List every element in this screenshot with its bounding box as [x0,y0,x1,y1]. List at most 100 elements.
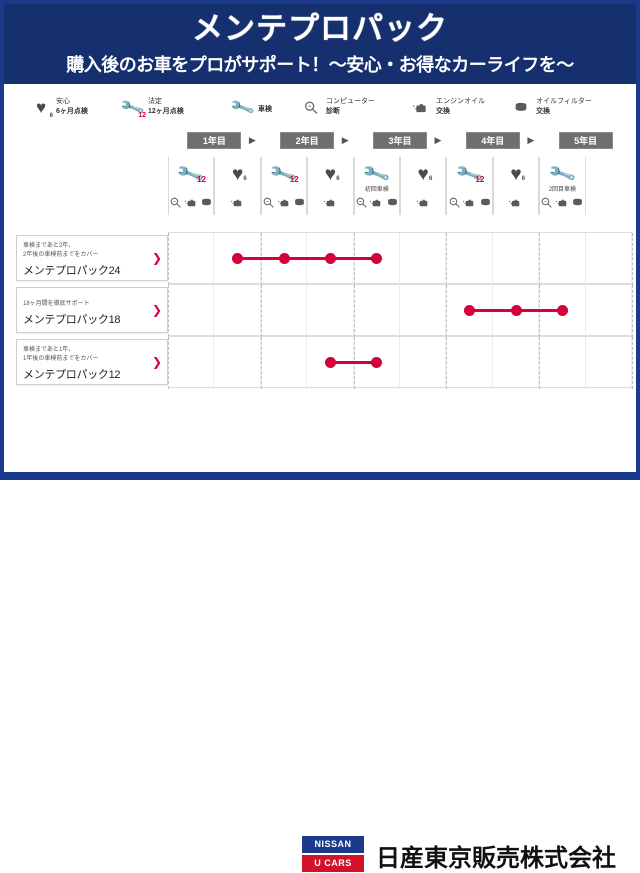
grid-cell [493,233,540,285]
year-divider [353,285,355,337]
schedule-badge: 12 [197,175,206,184]
magnifier-icon [540,193,553,211]
year-divider [168,285,169,337]
schedule-main-icon-wrap: ♥ 6 [308,157,352,191]
schedule-sub-icons [401,191,445,213]
schedule-sub-icons [355,191,399,213]
legend-label-line2: 車検 [258,105,272,113]
service-schedule-icons: 🔧 12 ♥ 6 🔧 12 ♥ 6 🔧 初回車検 ♥ 6 🔧 12 ♥ 6 🔧 2回目車検 [168,157,632,215]
legend-label: 車検 [256,100,272,115]
legend-label-line2: 12ヶ月点検 [148,108,184,115]
legend-item-5: エンジンオイル 交換 [408,90,485,124]
plan-rows: 車検まであと2年、 2年後の車検前までをカバー メンテプロパック24 ❯ 18ヶ月間を徹… [8,232,633,402]
legend-label-line2: 交換 [436,108,450,115]
year-divider [632,285,633,337]
plan-name: メンテプロパック18 [23,314,121,326]
year-divider [260,337,262,389]
coverage-dot [371,357,383,368]
legend-label: 安心 6ヶ月点検 [54,97,88,117]
grid-cell [354,337,400,389]
grid-cell [214,285,261,337]
schedule-badge: 12 [289,175,299,184]
magnifier-icon-wrap [298,92,324,122]
schedule-main-icon-wrap: ♥ 6 [494,157,538,191]
legend-label-line1: オイルフィルター [536,98,592,105]
chevron-right-icon[interactable]: ❯ [151,303,162,317]
plan-timeline-grid [168,284,633,337]
wrench-icon-wrap: 🔧 [229,92,256,122]
plan-row: 車検まであと2年、 2年後の車検前までをカバー メンテプロパック24 ❯ [8,232,633,285]
oil-can-icon [413,98,429,116]
year-divider [168,233,169,285]
grid-cell [400,337,447,389]
schedule-main-icon-wrap: 🔧 12 [169,157,213,191]
oil-can-icon-wrap [408,92,434,122]
schedule-sub-icons [169,191,213,213]
schedule-column-label: 初回車検 [364,187,389,193]
legend-item-3: 🔧 車検 [229,90,272,124]
year-arrow-2: ▶ [341,135,349,145]
grid-cell [354,233,400,285]
year-divider [260,285,262,337]
plan-note-line1: 18ヶ月間を徹底サポート [23,301,90,307]
footer: NISSAN U CARS 日産東京販売株式会社 [4,408,636,872]
oil-filter-icon [478,193,491,211]
magnifier-icon [262,193,275,211]
plan-row: 18ヶ月間を徹底サポートメンテプロパック18 ❯ [8,284,633,337]
oil-can-icon [415,193,431,211]
grid-cell [586,337,632,389]
oil-can-icon [463,193,476,211]
oil-can-icon [508,193,524,211]
year-label-5: 5年目 [558,132,613,149]
year-divider [632,337,633,389]
oil-filter-icon-wrap [508,92,534,122]
schedule-main-icon-wrap: 🔧 初回車検 [355,157,399,193]
grid-cell [539,233,586,285]
schedule-sub-icons [215,191,259,213]
plan-card-2[interactable]: 18ヶ月間を徹底サポートメンテプロパック18 ❯ [16,287,168,333]
year-divider [539,337,541,389]
year-label-1: 1年目 [187,132,242,149]
schedule-main-icon-wrap: ♥ 6 [215,157,259,191]
chevron-right-icon[interactable]: ❯ [151,355,162,369]
plan-card-1[interactable]: 車検まであと2年、 2年後の車検前までをカバー メンテプロパック24 ❯ [16,235,168,281]
oil-filter-icon [513,98,529,116]
grid-cell [214,337,261,389]
plan-note-line1: 車検まであと1年、 [23,347,75,353]
oil-filter-icon [293,193,306,211]
schedule-badge: 6 [521,176,526,182]
schedule-sub-icons [540,191,584,213]
year-arrow-3: ▶ [434,135,442,145]
coverage-track [237,257,377,260]
schedule-column-2: ♥ 6 [214,157,261,215]
oil-can-icon [184,193,197,211]
service-legend: ♥ 6 安心 6ヶ月点検 🔧 12 法定 12ヶ月点検 🔧 車検 コンピューター 診断 エンジンオイル交… [8,86,632,126]
logo-nissan-text: NISSAN [302,836,364,853]
oil-can-icon [322,193,338,211]
plan-timeline-grid [168,232,633,285]
magnifier-icon [447,193,460,211]
grid-cell [539,337,586,389]
company-name: 日産東京販売株式会社 [376,845,616,872]
magnifier-icon [355,193,368,211]
grid-cell [168,233,215,285]
plan-card-3[interactable]: 車検まであと1年、 1年後の車検前までをカバー メンテプロパック12 ❯ [16,339,168,385]
schedule-sub-icons [262,191,306,213]
schedule-column-5: 🔧 初回車検 [353,157,400,215]
schedule-badge: 12 [475,175,485,184]
year-divider [168,337,169,389]
legend-label-line2: 6ヶ月点検 [56,108,88,115]
legend-item-6: オイルフィルター 交換 [508,90,592,124]
plan-note-line2: 1年後の車検前までをカバー [23,356,99,362]
schedule-badge: 6 [243,176,247,182]
chevron-right-icon[interactable]: ❯ [151,251,162,265]
plan-timeline-grid [168,336,633,389]
plan-row: 車検まであと1年、 1年後の車検前までをカバー メンテプロパック12 ❯ [8,336,633,389]
year-divider [446,285,448,337]
year-divider [632,233,633,285]
legend-item-1: ♥ 6 安心 6ヶ月点検 [28,90,88,124]
plan-note-line2: 2年後の車検前までをカバー [23,252,99,258]
logo-ucars-text: U CARS [302,855,364,872]
grid-cell [354,285,400,337]
legend-item-4: コンピューター 診断 [298,90,375,124]
